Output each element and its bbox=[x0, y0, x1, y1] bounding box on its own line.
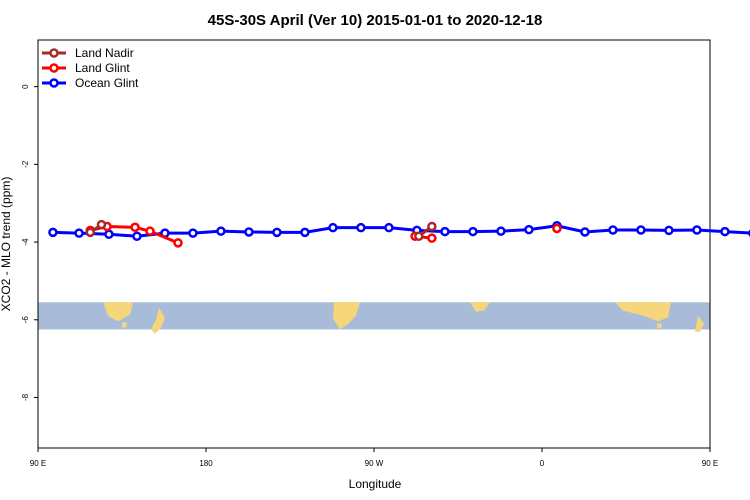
map-land-7 bbox=[695, 315, 704, 332]
data-point-ocean-glint bbox=[48, 227, 58, 238]
series-layer bbox=[48, 219, 750, 248]
data-point-ocean-glint bbox=[188, 228, 198, 238]
data-point-ocean-glint bbox=[496, 226, 506, 236]
map-land-4 bbox=[470, 302, 490, 312]
series-land-nadir bbox=[85, 219, 437, 241]
y-tick-label: -8 bbox=[21, 393, 30, 401]
data-point-land-nadir bbox=[85, 227, 96, 238]
data-point-land-glint bbox=[552, 223, 562, 234]
data-point-ocean-glint bbox=[300, 227, 310, 238]
data-point-ocean-glint bbox=[636, 225, 646, 235]
data-point-ocean-glint bbox=[328, 222, 338, 233]
data-point-ocean-glint bbox=[104, 229, 114, 240]
data-point-land-nadir bbox=[427, 221, 437, 232]
chart-title: 45S-30S April (Ver 10) 2015-01-01 to 202… bbox=[208, 12, 543, 29]
data-point-ocean-glint bbox=[216, 226, 226, 236]
legend-marker bbox=[49, 63, 59, 73]
data-point-ocean-glint bbox=[272, 227, 282, 238]
legend-label: Land Glint bbox=[75, 61, 130, 75]
map-land-6 bbox=[657, 323, 662, 329]
data-point-ocean-glint bbox=[524, 224, 534, 235]
data-point-ocean-glint bbox=[244, 227, 254, 237]
data-point-land-glint bbox=[130, 222, 140, 233]
legend-item-land-glint: Land Glint bbox=[42, 61, 130, 75]
data-point-land-glint bbox=[173, 238, 183, 248]
legend-marker bbox=[49, 48, 59, 58]
y-tick-label: 0 bbox=[21, 84, 30, 89]
x-tick-label: 90 E bbox=[30, 459, 46, 468]
data-point-ocean-glint bbox=[468, 226, 478, 237]
map-land-1 bbox=[122, 322, 127, 328]
y-tick-label: -6 bbox=[21, 316, 30, 324]
data-point-ocean-glint bbox=[74, 228, 84, 238]
data-point-land-nadir bbox=[414, 231, 424, 241]
series-ocean-glint bbox=[48, 220, 750, 241]
data-point-ocean-glint bbox=[664, 225, 674, 236]
legend-item-land-nadir: Land Nadir bbox=[42, 46, 134, 60]
map-land-3 bbox=[333, 302, 360, 330]
data-point-land-glint bbox=[427, 233, 437, 243]
map-band bbox=[38, 302, 710, 334]
y-axis-label: XCO2 - MLO trend (ppm) bbox=[0, 177, 13, 312]
data-point-ocean-glint bbox=[440, 226, 450, 237]
legend-label: Ocean Glint bbox=[75, 76, 139, 90]
x-axis: 90 E 180 90 W 0 90 E bbox=[30, 448, 718, 468]
y-tick-label: -4 bbox=[21, 238, 30, 246]
plot-frame bbox=[37, 39, 711, 449]
data-point-ocean-glint bbox=[692, 225, 702, 235]
data-point-land-nadir bbox=[96, 219, 107, 230]
x-tick-label: 0 bbox=[540, 459, 545, 468]
y-axis: 0 -2 -4 -6 -8 bbox=[21, 84, 38, 401]
data-point-ocean-glint bbox=[384, 222, 394, 233]
y-tick-label: -2 bbox=[21, 160, 30, 168]
map-land-2 bbox=[151, 307, 165, 334]
map-land-0 bbox=[103, 302, 133, 322]
legend-label: Land Nadir bbox=[75, 46, 134, 60]
legend-item-ocean-glint: Ocean Glint bbox=[42, 76, 139, 90]
x-tick-label: 90 E bbox=[702, 459, 718, 468]
map-land-5 bbox=[615, 302, 671, 322]
legend-marker bbox=[49, 78, 59, 88]
data-point-ocean-glint bbox=[580, 227, 590, 237]
data-point-ocean-glint bbox=[608, 225, 618, 235]
map-ocean bbox=[38, 302, 710, 330]
x-tick-label: 90 W bbox=[365, 459, 384, 468]
data-point-ocean-glint bbox=[356, 222, 366, 233]
x-tick-label: 180 bbox=[199, 459, 213, 468]
data-point-ocean-glint bbox=[132, 231, 142, 241]
data-point-ocean-glint bbox=[720, 226, 730, 237]
x-axis-label: Longitude bbox=[349, 477, 402, 491]
data-point-land-glint bbox=[145, 226, 155, 236]
